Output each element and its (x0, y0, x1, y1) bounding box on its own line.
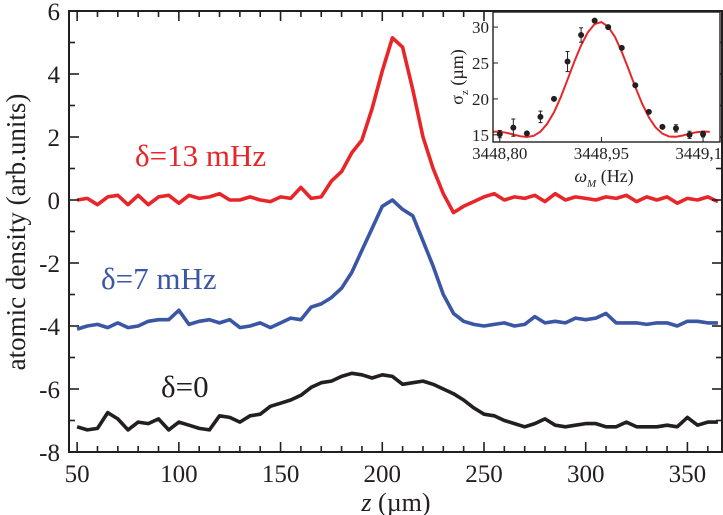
x-axis-label: z (µm) (360, 488, 430, 515)
inset-x-axis-label: ωM (Hz) (574, 166, 633, 190)
ylabel-unit: (µm) (447, 49, 468, 90)
data-point (618, 44, 625, 51)
xlabel-sub: M (586, 178, 597, 190)
inset-background (493, 12, 720, 142)
main-plot: 50 100 150 200 250 300 350 -8 -6 -4 -2 0 2 4 6 (39, 0, 723, 488)
x-tick-label: 350 (669, 461, 707, 488)
y-axis-label: atomic density (arb.units) (1, 94, 31, 371)
inset-x-tick-label: 3448,95 (574, 144, 629, 163)
data-point (645, 108, 652, 115)
inset-y-axis-label: σz (µm) (447, 49, 471, 104)
data-point (578, 31, 585, 38)
data-point (496, 131, 503, 138)
inset-y-tick-label: 20 (472, 90, 489, 109)
series-label-13mhz: δ=13 mHz (135, 138, 266, 173)
data-point (537, 113, 544, 120)
fit-curve (492, 21, 710, 139)
x-tick-label: 200 (364, 461, 402, 488)
inset-y-tick-label: 30 (472, 18, 489, 37)
main-series-labels: δ=13 mHz δ=7 mHz δ=0 (101, 138, 266, 404)
y-tick-label: 0 (48, 188, 61, 215)
y-tick-label: 2 (48, 125, 61, 152)
y-tick-label: 6 (48, 0, 61, 26)
series-label-7mhz: δ=7 mHz (101, 261, 217, 296)
inset-y-tick-label: 25 (472, 54, 489, 73)
data-point (591, 17, 598, 24)
data-point (510, 124, 517, 131)
x-axis-label-unit: (µm) (378, 488, 431, 515)
x-tick-label: 300 (567, 461, 605, 488)
inset-frame (492, 11, 721, 143)
series-line-1 (76, 198, 718, 331)
x-tick-label: 150 (262, 461, 300, 488)
series-line-0 (76, 35, 719, 215)
data-point (632, 82, 639, 89)
data-point (659, 123, 666, 130)
y-tick-label: -8 (39, 440, 60, 467)
inset-x-tick-label: 3448,80 (472, 144, 527, 163)
x-axis-label-symbol: z (360, 488, 371, 515)
inset-plot: 3448,80 3448,95 3449,10 15 20 25 30 (472, 11, 723, 163)
data-point (700, 131, 707, 138)
series-label-0: δ=0 (161, 369, 209, 404)
data-point (672, 125, 679, 132)
ylabel-symbol: σ (447, 95, 467, 105)
y-tick-label: -6 (39, 377, 60, 404)
data-point (686, 131, 693, 138)
data-point (564, 58, 571, 65)
ylabel-sub: z (459, 90, 471, 95)
inset-x-tick-label: 3449,10 (675, 144, 723, 163)
y-tick-label: -2 (39, 251, 60, 278)
data-point (523, 130, 530, 137)
y-tick-label: -4 (39, 314, 60, 341)
data-point (605, 24, 612, 31)
x-tick-label: 50 (65, 461, 90, 488)
inset-y-tick-label: 15 (472, 126, 489, 145)
xlabel-symbol: ω (574, 166, 587, 186)
xlabel-unit: (Hz) (596, 166, 633, 187)
y-tick-label: 4 (48, 62, 61, 89)
data-point (550, 95, 557, 102)
series-line-2 (76, 371, 718, 432)
x-tick-label: 250 (465, 461, 503, 488)
x-tick-label: 100 (160, 461, 198, 488)
